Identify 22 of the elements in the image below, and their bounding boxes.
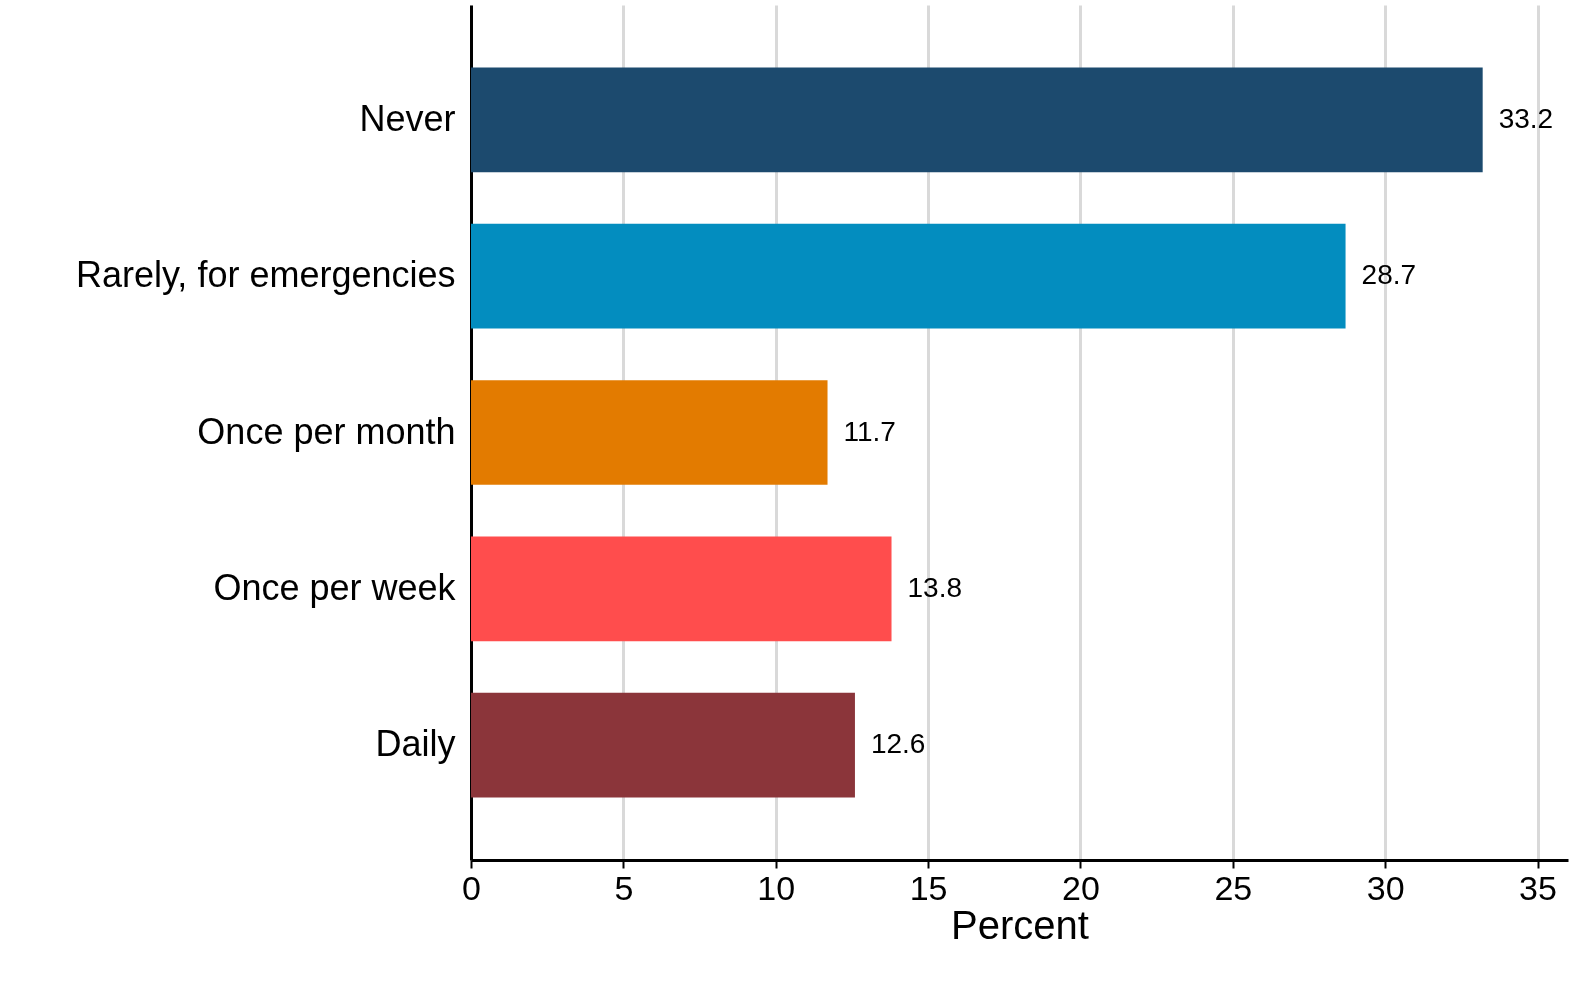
bar [471,692,855,798]
x-tick-label: 10 [757,868,796,907]
x-tick-label: 30 [1366,868,1405,907]
data-label: 12.6 [870,728,926,760]
x-tick-label: 35 [1519,868,1557,907]
y-tick-label: Daily [375,723,456,765]
x-tick-label: 15 [909,868,948,907]
data-label: 13.8 [907,571,963,603]
bar [471,536,892,642]
data-label: 33.2 [1498,102,1554,134]
y-tick-label: Once per month [197,410,456,452]
x-tick-label: 25 [1214,868,1253,907]
y-tick-label: Rarely, for emergencies [76,254,456,296]
bar [471,223,1346,329]
x-tick-label: 0 [462,868,481,907]
y-tick-label: Once per week [213,566,457,608]
x-tick-label: 5 [614,868,634,907]
bar [471,380,828,485]
data-label: 11.7 [843,415,896,447]
data-label: 28.7 [1361,259,1417,291]
bar [471,67,1483,173]
y-tick-label: Never [359,97,456,139]
